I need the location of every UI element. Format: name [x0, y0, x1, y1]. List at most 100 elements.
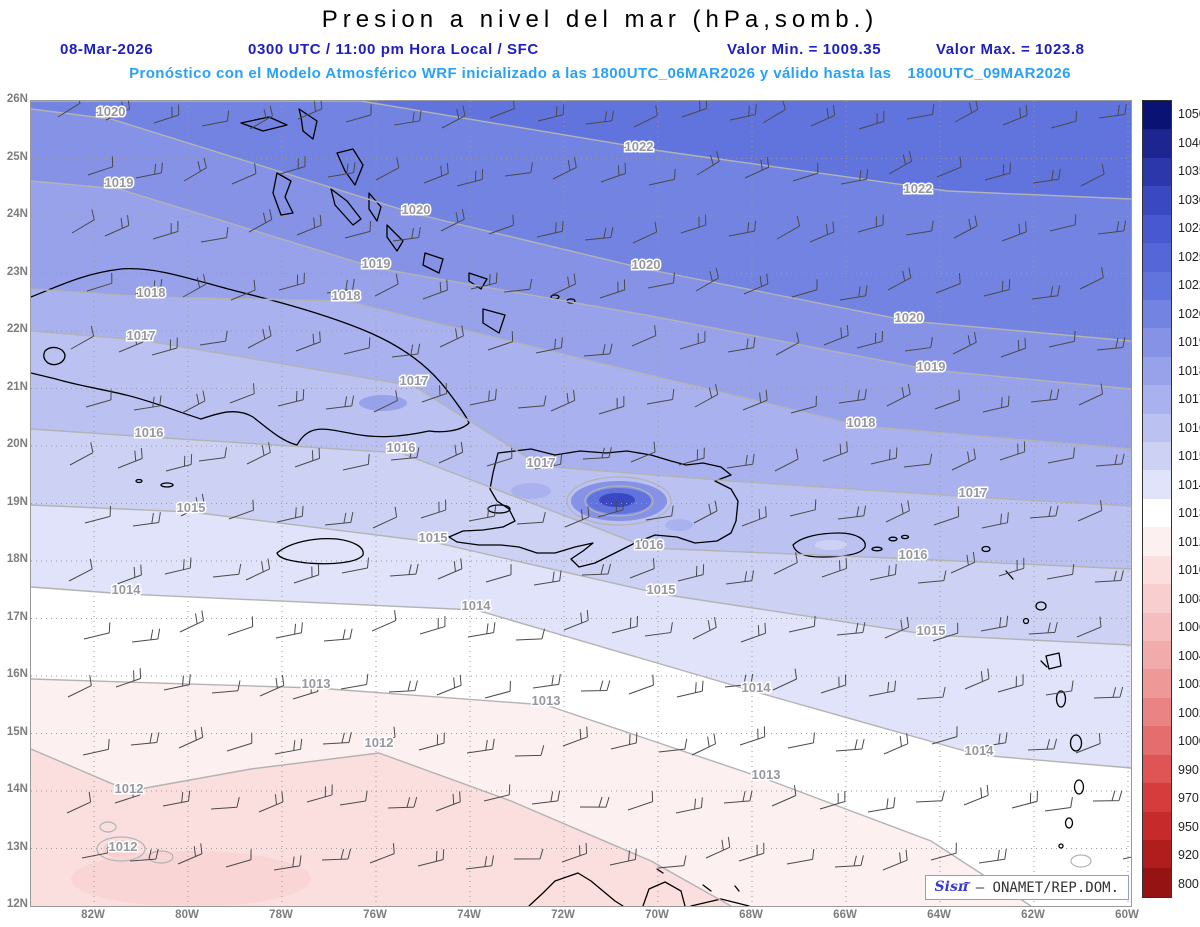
- colorbar-tick-label: 1050: [1178, 107, 1200, 122]
- svg-text:1013: 1013: [752, 767, 781, 782]
- colorbar-segment: [1143, 726, 1171, 755]
- lon-tick-label: 80W: [175, 909, 199, 921]
- coastline-virgin-islands: [888, 536, 898, 542]
- colorbar-tick-label: 970: [1178, 791, 1199, 806]
- colorbar-segment: [1143, 584, 1171, 613]
- sispi-logo: Sisπ: [934, 879, 969, 895]
- colorbar-axis: 1050 1040 1035 1030 1028 1025 1022 1020 1019 1018…: [1178, 100, 1200, 898]
- coastlines: [31, 108, 1085, 906]
- svg-text:1016: 1016: [135, 425, 164, 440]
- colorbar-segment: [1143, 129, 1171, 158]
- colorbar-tick-label: 1030: [1178, 192, 1200, 207]
- svg-text:1015: 1015: [917, 623, 946, 638]
- coastline-long-island: [386, 224, 404, 252]
- lat-tick-label: 17N: [6, 610, 28, 623]
- svg-text:1020: 1020: [895, 310, 924, 325]
- lat-tick-label: 20N: [6, 438, 28, 450]
- colorbar-tick-label: 1000: [1178, 734, 1200, 749]
- colorbar-segment: [1143, 413, 1171, 443]
- colorbar-segment: [1143, 868, 1171, 897]
- svg-text:1022: 1022: [625, 139, 654, 154]
- svg-text:1015: 1015: [419, 530, 448, 545]
- lon-tick-label: 64W: [927, 909, 951, 921]
- svg-text:1018: 1018: [332, 288, 361, 303]
- svg-text:1014: 1014: [965, 743, 995, 758]
- lon-tick-label: 68W: [739, 909, 763, 921]
- coastline-st-kitts: [1005, 570, 1014, 580]
- lat-tick-label: 21N: [6, 380, 28, 393]
- svg-text:1019: 1019: [917, 359, 946, 374]
- svg-text:1014: 1014: [742, 680, 772, 695]
- svg-text:1017: 1017: [959, 485, 988, 500]
- lon-tick-label: 60W: [1115, 909, 1139, 921]
- colorbar-tick-label: 1020: [1178, 306, 1200, 321]
- wind-barbs: [57, 101, 1131, 871]
- svg-text:1015: 1015: [647, 582, 676, 597]
- coastline-inagua: [482, 308, 506, 334]
- colorbar-tick-label: 1022: [1178, 278, 1200, 293]
- lon-tick-label: 70W: [645, 909, 669, 921]
- coastline-aruba: [656, 868, 664, 874]
- svg-text:1016: 1016: [899, 547, 928, 562]
- colorbar-tick-label: 1014: [1178, 477, 1200, 492]
- svg-text:1014: 1014: [112, 582, 142, 597]
- colorbar-segment: [1143, 555, 1171, 585]
- isobar-labels: 1020 1019 1020 1022 1022 1019 1020 1018 1018 1020…: [95, 103, 996, 856]
- lat-tick-label: 23N: [6, 265, 28, 278]
- lat-tick-label: 16N: [6, 668, 28, 680]
- colorbar-segment: [1143, 470, 1171, 499]
- colorbar-segment: [1143, 783, 1171, 812]
- colorbar-segment: [1143, 811, 1171, 840]
- coastline-st-martin: [981, 545, 991, 553]
- svg-text:1017: 1017: [527, 455, 556, 470]
- run-date: 08-Mar-2026: [60, 41, 154, 58]
- lat-tick-label: 19N: [6, 495, 28, 508]
- coastline-montserrat: [1022, 617, 1030, 625]
- colorbar-tick-label: 1006: [1178, 620, 1200, 635]
- coastline-dominica: [1055, 690, 1067, 708]
- lat-tick-label: 24N: [6, 208, 28, 220]
- colorbar-tick-label: 1019: [1178, 335, 1200, 350]
- svg-text:1015: 1015: [177, 500, 206, 515]
- lon-tick-label: 78W: [269, 909, 293, 921]
- colorbar-segments: [1143, 101, 1171, 897]
- colorbar-segment: [1143, 498, 1171, 528]
- coastline-vieques: [871, 546, 883, 552]
- coastline-cayman: [160, 482, 174, 488]
- colorbar-segment: [1143, 612, 1171, 642]
- lat-tick-label: 25N: [6, 150, 28, 163]
- sispi-logo-accent: ~: [964, 876, 971, 889]
- svg-text:1022: 1022: [904, 181, 933, 196]
- svg-text:1013: 1013: [302, 676, 331, 691]
- lat-tick-label: 13N: [6, 840, 28, 853]
- coastline-crooked-island: [422, 252, 444, 274]
- lon-tick-label: 76W: [363, 909, 387, 921]
- lon-tick-label: 72W: [551, 909, 575, 921]
- coastline-eleuthera: [336, 148, 364, 186]
- coastline-curacao: [702, 884, 712, 892]
- lon-tick-label: 62W: [1021, 909, 1045, 921]
- colorbar-segment: [1143, 157, 1171, 187]
- coastline-guadeloupe: [1040, 652, 1062, 670]
- svg-text:1020: 1020: [402, 202, 431, 217]
- colorbar-segment: [1143, 669, 1171, 698]
- colorbar-segment: [1143, 527, 1171, 556]
- colorbar-segment: [1143, 839, 1171, 869]
- colorbar-segment: [1143, 299, 1171, 329]
- colorbar-segment: [1143, 697, 1171, 727]
- svg-text:1016: 1016: [635, 537, 664, 552]
- colorbar-segment: [1143, 754, 1171, 784]
- svg-text:1019: 1019: [362, 256, 391, 271]
- coastline-paraguana-peninsula: [642, 881, 686, 906]
- lon-tick-label: 66W: [833, 909, 857, 921]
- svg-text:1020: 1020: [97, 104, 126, 119]
- coastline-martinique: [1069, 734, 1083, 752]
- colorbar-tick-label: 1016: [1178, 420, 1200, 435]
- svg-text:1012: 1012: [109, 839, 138, 854]
- colorbar-tick-label: 1035: [1178, 164, 1200, 179]
- coastline-grenadines: [1058, 843, 1064, 849]
- svg-text:1016: 1016: [387, 440, 416, 455]
- colorbar-segment: [1143, 271, 1171, 300]
- map-plot-area: 1020 1019 1020 1022 1022 1019 1020 1018 1018 1020…: [30, 100, 1132, 907]
- svg-text:1018: 1018: [137, 285, 166, 300]
